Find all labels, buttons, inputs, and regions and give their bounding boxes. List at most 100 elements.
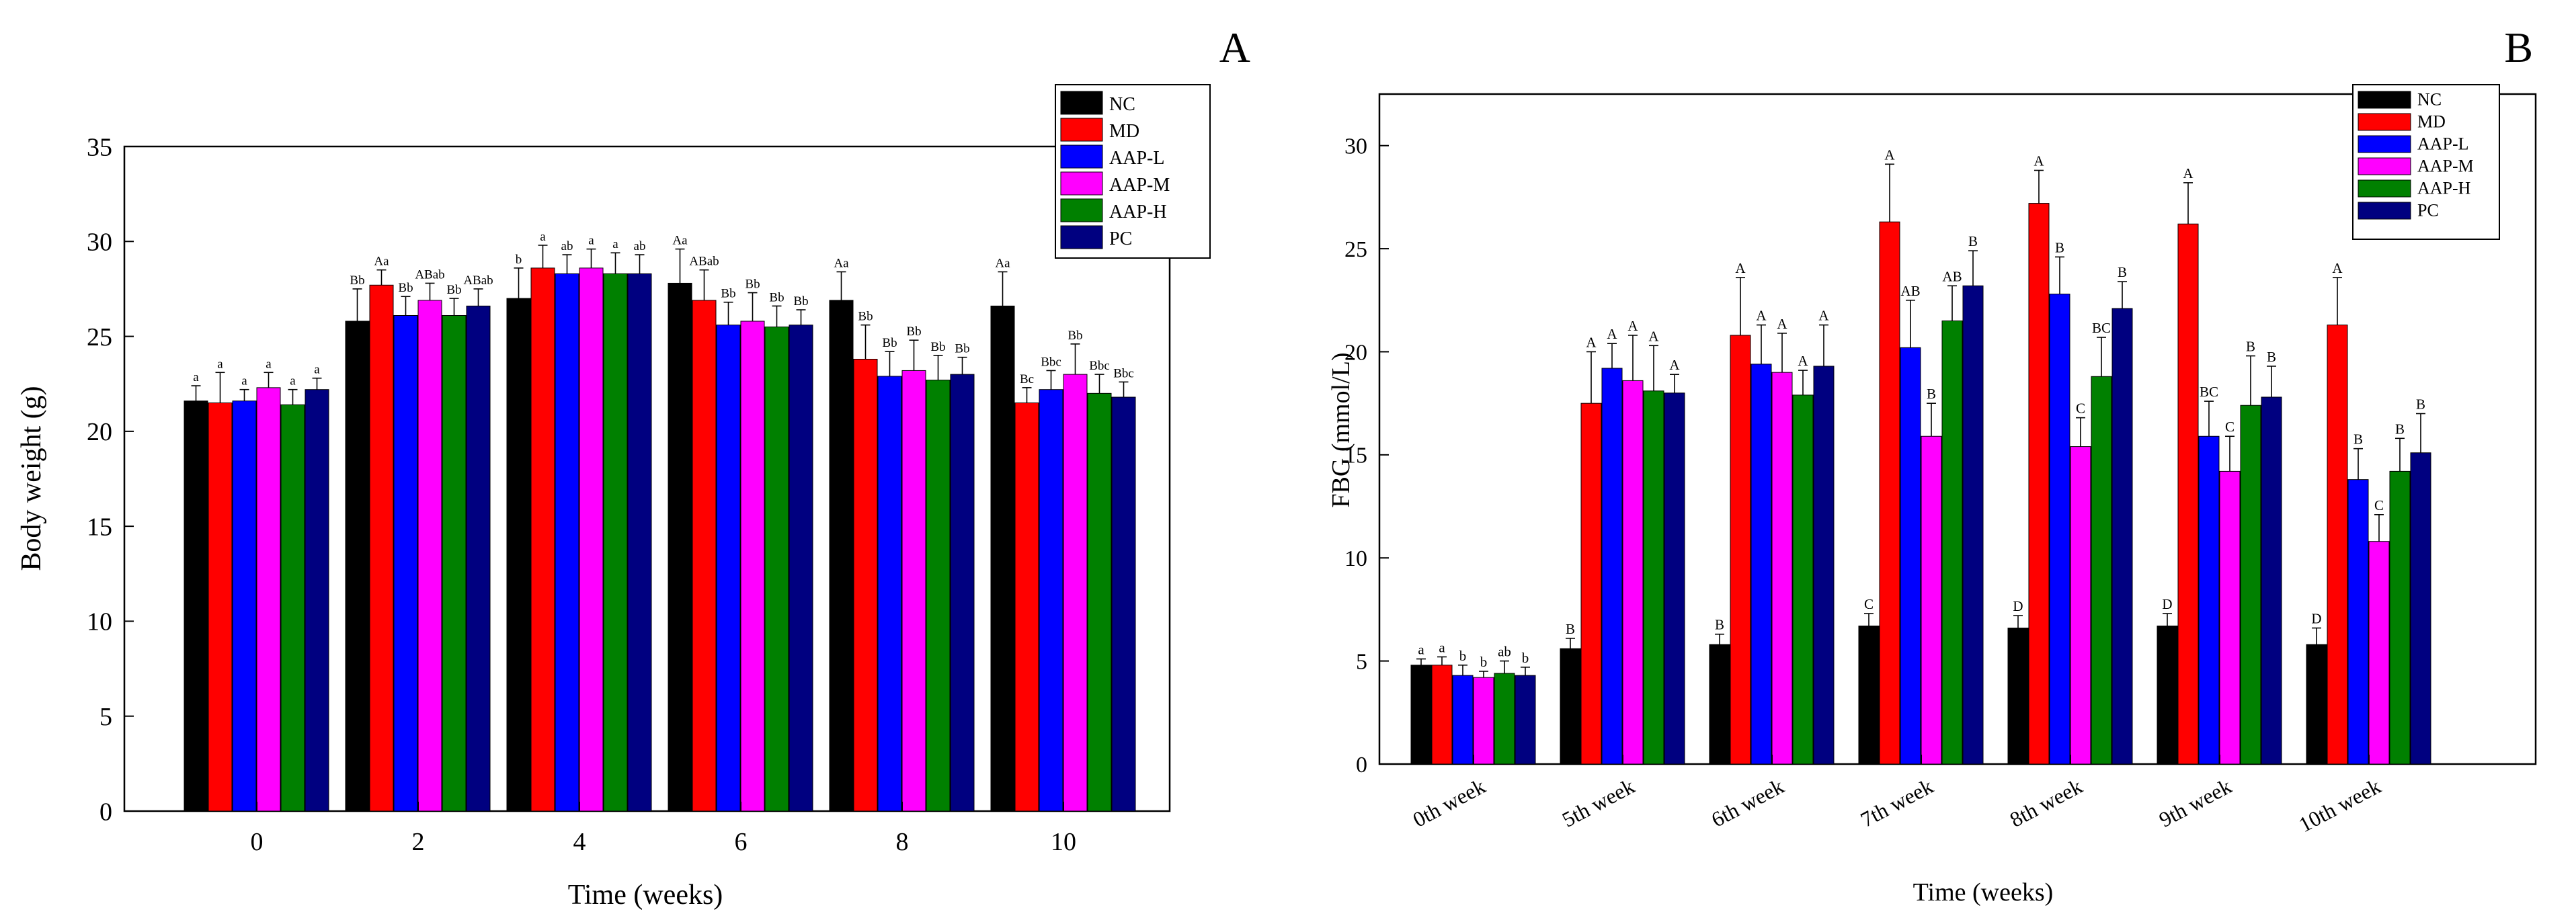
legend-label-md: MD <box>1109 121 1139 142</box>
significance-label: A <box>2034 153 2044 169</box>
bar-pc <box>2410 452 2431 765</box>
legend-swatch-md <box>2358 113 2411 131</box>
y-tick-label: 25 <box>87 323 112 351</box>
significance-label: ABab <box>415 267 444 282</box>
significance-label: A <box>1648 328 1659 344</box>
bar-aap-h <box>1087 392 1112 812</box>
bar-nc <box>990 305 1015 812</box>
bar-nc <box>2157 625 2178 765</box>
bar-aap-h <box>2240 405 2261 765</box>
legend-swatch-nc <box>1060 91 1103 115</box>
bar-md <box>1431 665 1453 765</box>
significance-label: A <box>2332 260 2343 276</box>
significance-label: A <box>1777 316 1787 332</box>
y-tick-label: 15 <box>87 513 112 541</box>
significance-label: Bb <box>858 310 873 324</box>
bar-md <box>2327 325 2348 765</box>
bar-aap-h <box>1941 320 1963 765</box>
significance-label: A <box>1756 308 1767 324</box>
legend-label-nc: NC <box>2417 90 2442 110</box>
x-tick-label: 6th week <box>1707 773 1788 831</box>
panel-label: A <box>1219 24 1250 71</box>
x-tick-label: 0th week <box>1409 773 1490 831</box>
significance-label: Bb <box>446 283 461 297</box>
significance-label: A <box>2183 165 2193 181</box>
significance-label: a <box>1418 642 1424 658</box>
legend-label-aap-h: AAP-H <box>1109 202 1167 222</box>
bar-aap-m <box>2219 470 2241 765</box>
bar-nc <box>2306 644 2327 765</box>
significance-label: Bb <box>793 294 808 308</box>
significance-label: b <box>1480 654 1488 670</box>
significance-label: ABab <box>463 274 493 288</box>
significance-label: Bb <box>721 287 735 301</box>
bar-md <box>530 267 555 812</box>
bar-md <box>369 284 394 812</box>
bar-md <box>853 358 878 812</box>
x-tick-label: 0 <box>251 828 264 856</box>
x-tick-label: 8 <box>896 828 909 856</box>
significance-label: A <box>1735 260 1746 276</box>
significance-label: a <box>241 374 247 388</box>
bar-nc <box>345 321 370 812</box>
y-tick-label: 30 <box>87 228 112 257</box>
bar-md <box>1879 221 1900 765</box>
significance-label: A <box>1586 334 1597 350</box>
bar-aap-l <box>555 273 579 812</box>
significance-label: C <box>2225 419 2235 435</box>
significance-label: A <box>1627 318 1638 334</box>
significance-label: Bbc <box>1041 355 1061 369</box>
significance-label: B <box>2118 264 2127 280</box>
bar-aap-h <box>280 404 305 812</box>
significance-label: a <box>217 357 223 371</box>
significance-label: a <box>588 234 594 248</box>
legend-label-aap-m: AAP-M <box>1109 175 1170 196</box>
bar-aap-h <box>1643 390 1664 765</box>
bar-pc <box>1813 366 1835 765</box>
bar-aap-m <box>2070 446 2091 765</box>
significance-label: Bb <box>350 274 364 288</box>
bar-pc <box>950 374 975 812</box>
legend-label-aap-h: AAP-H <box>2417 179 2471 198</box>
significance-label: ab <box>1498 644 1511 660</box>
bar-aap-l <box>1750 364 1772 765</box>
significance-label: Bb <box>955 342 969 356</box>
bar-nc <box>1709 644 1730 765</box>
significance-label: B <box>1566 621 1575 637</box>
significance-label: Bb <box>398 281 413 295</box>
bar-aap-h <box>2091 376 2112 765</box>
bar-nc <box>1560 648 1581 765</box>
significance-label: D <box>2162 596 2172 612</box>
x-tick-label: 8th week <box>2006 773 2087 831</box>
significance-label: Aa <box>672 234 688 248</box>
significance-label: Bb <box>769 290 784 304</box>
x-tick-label: 6 <box>735 828 748 856</box>
bar-pc <box>1515 675 1536 765</box>
bar-aap-l <box>2347 479 2369 765</box>
significance-label: a <box>314 363 320 377</box>
significance-label: A <box>1884 146 1895 163</box>
bar-aap-h <box>1792 394 1814 765</box>
bar-aap-h <box>2389 470 2411 765</box>
significance-label: B <box>1927 386 1936 402</box>
significance-label: Bb <box>882 336 897 350</box>
significance-label: B <box>2395 421 2405 437</box>
bar-aap-m <box>2368 541 2390 765</box>
bar-aap-h <box>1494 673 1515 765</box>
bar-aap-m <box>901 370 926 812</box>
significance-label: A <box>1818 308 1829 324</box>
panel-label: B <box>2504 24 2533 71</box>
bar-aap-l <box>716 325 741 812</box>
chart-panel-a: 05101520253035aaaaaa0BbAaBbABabBbABab2ba… <box>16 24 1250 911</box>
legend-swatch-md <box>1060 118 1103 142</box>
legend-swatch-aap-l <box>2358 135 2411 153</box>
y-tick-label: 35 <box>87 133 112 161</box>
legend-label-pc: PC <box>1109 228 1132 249</box>
significance-label: A <box>1607 326 1617 342</box>
bar-aap-l <box>1039 389 1063 812</box>
y-tick-label: 15 <box>1344 444 1367 468</box>
significance-label: Bbc <box>1089 359 1110 373</box>
significance-label: b <box>516 253 522 267</box>
